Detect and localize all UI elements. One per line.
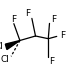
Text: F: F xyxy=(60,31,65,40)
Text: Cl: Cl xyxy=(0,55,9,64)
Text: F: F xyxy=(11,15,16,24)
Text: F: F xyxy=(51,15,56,24)
Text: F: F xyxy=(25,9,30,18)
Polygon shape xyxy=(5,40,20,50)
Text: Cl: Cl xyxy=(0,42,4,51)
Text: F: F xyxy=(49,57,54,66)
